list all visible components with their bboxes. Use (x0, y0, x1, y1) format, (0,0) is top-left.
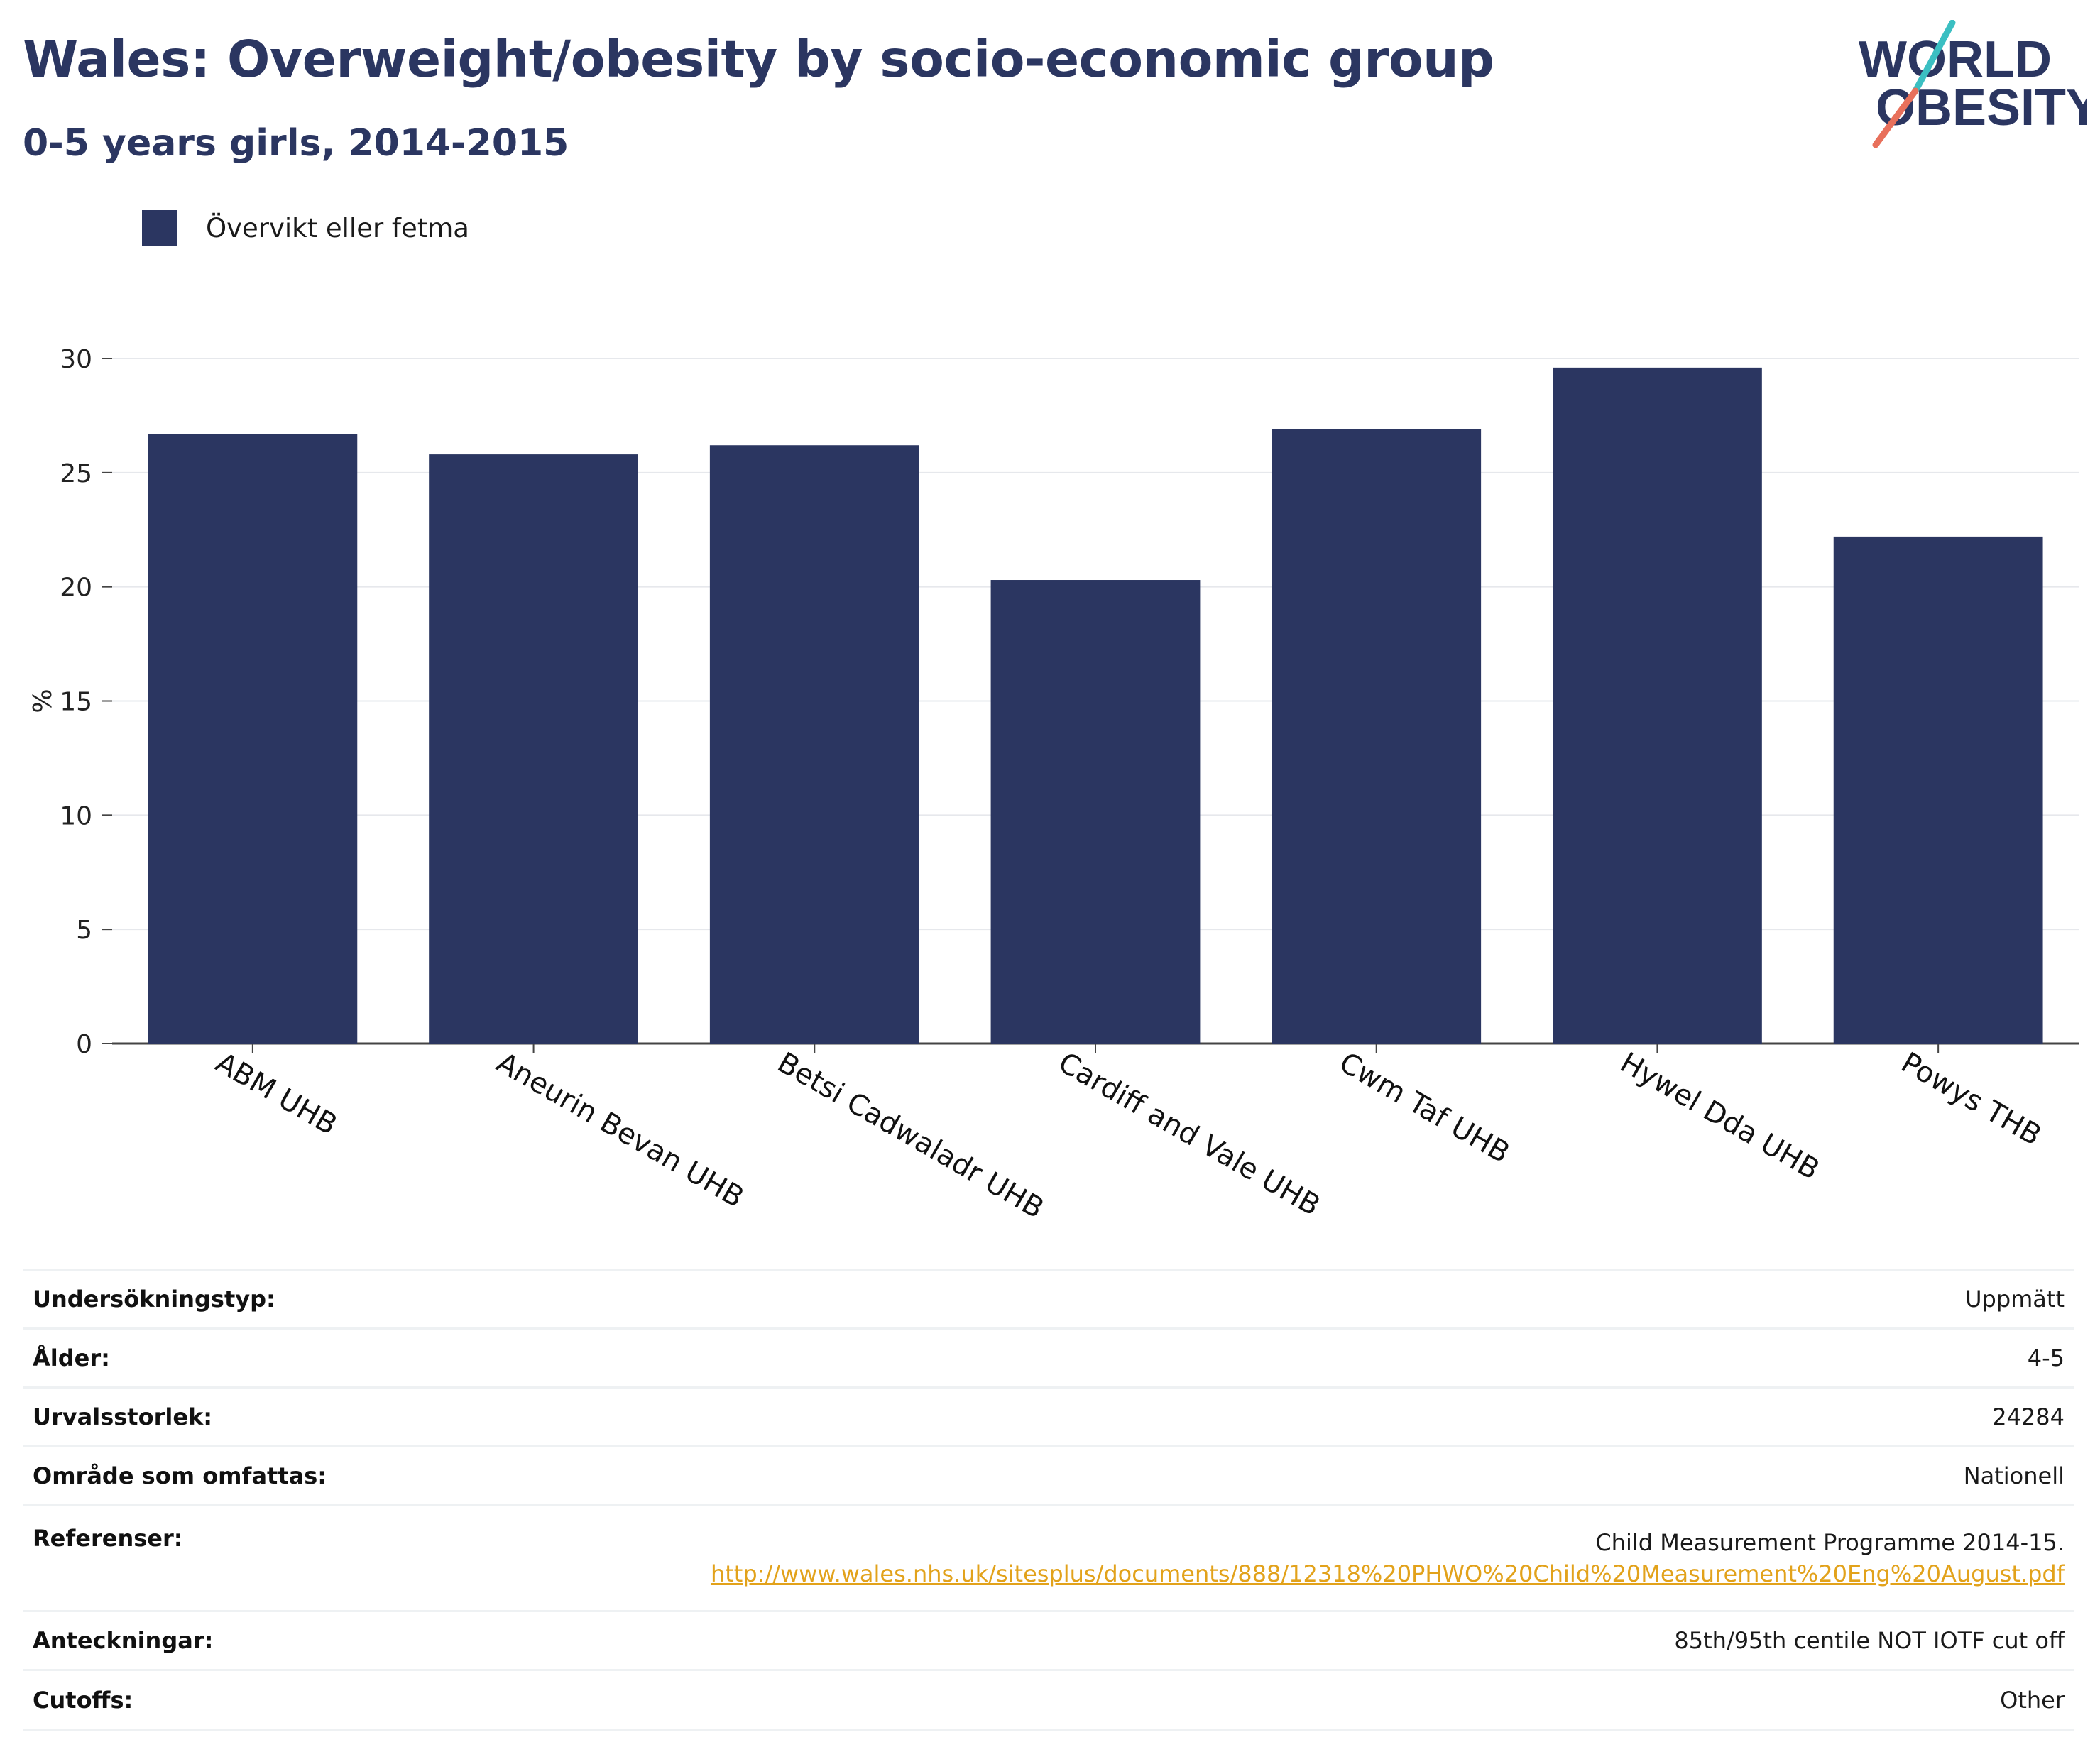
y-tick-label: 5 (76, 916, 92, 945)
x-tick-label: Betsi Cadwaladr UHB (772, 1046, 1049, 1225)
logo-line1: WORLD (1859, 31, 2052, 88)
info-row-age: Ålder: 4-5 (23, 1327, 2074, 1388)
y-axis-ticks: 0 5 10 15 20 25 30 (60, 345, 112, 1059)
info-label: Område som omfattas: (23, 1445, 405, 1506)
info-row-sample-size: Urvalsstorlek: 24284 (23, 1386, 2074, 1447)
info-value: Uppmätt (404, 1269, 2074, 1329)
bar[interactable] (429, 454, 638, 1044)
legend: Övervikt eller fetma (142, 210, 469, 246)
x-tick-label: Powys THB (1896, 1046, 2047, 1152)
y-tick-label: 30 (60, 345, 92, 374)
info-row-references: Referenser: Child Measurement Programme … (23, 1504, 2074, 1611)
y-axis-label: % (28, 689, 58, 713)
x-tick-label: Hywel Dda UHB (1614, 1046, 1825, 1186)
x-tick-label: Cwm Taf UHB (1334, 1046, 1515, 1170)
info-row-survey-type: Undersökningstyp: Uppmätt (23, 1269, 2074, 1329)
bar[interactable] (1272, 429, 1482, 1044)
info-value: 24284 (404, 1386, 2074, 1447)
y-tick-label: 10 (60, 801, 92, 831)
x-tick-label: Cardiff and Vale UHB (1053, 1046, 1325, 1222)
bar[interactable] (148, 434, 358, 1044)
bar[interactable] (709, 445, 919, 1044)
info-label: Cutoffs: (23, 1669, 405, 1731)
bar[interactable] (1553, 367, 1762, 1044)
y-tick-label: 0 (76, 1030, 92, 1059)
metadata-table: Undersökningstyp: Uppmätt Ålder: 4-5 Urv… (23, 1269, 2074, 1731)
info-value: 4-5 (404, 1327, 2074, 1388)
info-value: Child Measurement Programme 2014-15. htt… (404, 1504, 2074, 1611)
reference-link[interactable]: http://www.wales.nhs.uk/sitesplus/docume… (710, 1560, 2065, 1587)
y-tick-label: 25 (60, 459, 92, 488)
x-tick-label: Aneurin Bevan UHB (491, 1046, 750, 1215)
bar[interactable] (990, 580, 1201, 1044)
logo-slash-top (1912, 20, 1956, 94)
legend-label: Övervikt eller fetma (206, 212, 469, 243)
info-label: Anteckningar: (23, 1610, 405, 1670)
info-row-notes: Anteckningar: 85th/95th centile NOT IOTF… (23, 1610, 2074, 1670)
x-tick-label: ABM UHB (210, 1046, 343, 1141)
world-obesity-logo: WORLD OBESITY (1859, 20, 2087, 148)
info-label: Referenser: (23, 1504, 405, 1611)
info-row-cutoffs: Cutoffs: Other (23, 1669, 2074, 1731)
info-row-area: Område som omfattas: Nationell (23, 1445, 2074, 1506)
bar[interactable] (1833, 536, 2043, 1044)
info-value: 85th/95th centile NOT IOTF cut off (404, 1610, 2074, 1670)
info-value: Nationell (404, 1445, 2074, 1506)
bars (148, 367, 2043, 1044)
info-label: Undersökningstyp: (23, 1269, 405, 1329)
logo-line2: OBESITY (1876, 80, 2087, 136)
legend-swatch (142, 210, 177, 246)
chart-subtitle: 0-5 years girls, 2014-2015 (23, 122, 569, 165)
y-tick-label: 15 (60, 688, 92, 717)
info-label: Ålder: (23, 1327, 405, 1388)
info-label: Urvalsstorlek: (23, 1386, 405, 1447)
info-value: Other (404, 1669, 2074, 1731)
y-tick-label: 20 (60, 574, 92, 603)
reference-text: Child Measurement Programme 2014-15. (1595, 1529, 2065, 1556)
bar-chart: 0 5 10 15 20 25 30 ABM UHB Aneurin Bevan UHB Bet… (28, 345, 2079, 1225)
x-axis-ticks: ABM UHB Aneurin Bevan UHB Betsi Cadwaladr … (210, 1044, 2047, 1225)
chart-title: Wales: Overweight/obesity by socio-econo… (23, 30, 1494, 89)
logo-slash-bottom (1872, 87, 1919, 148)
